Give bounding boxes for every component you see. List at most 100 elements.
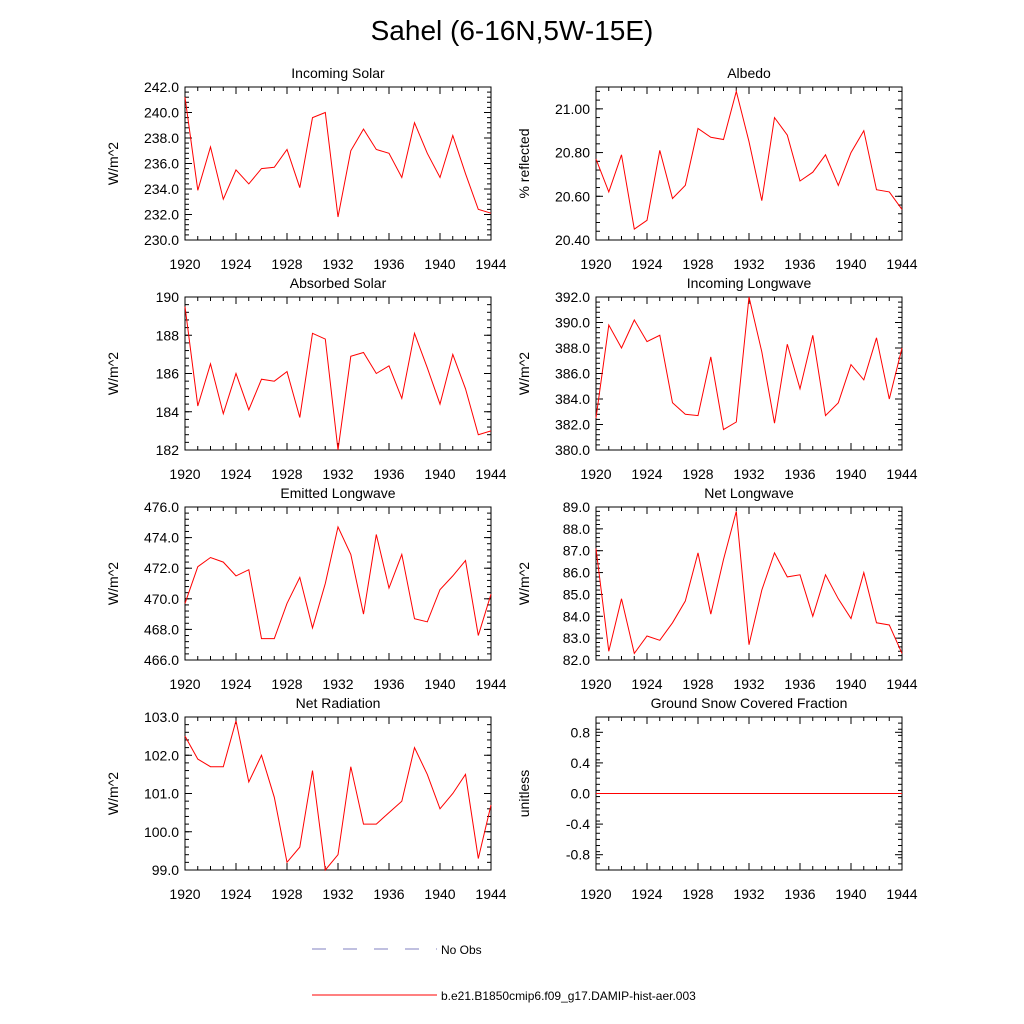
y-axis-label: W/m^2: [105, 352, 121, 395]
y-tick-label: 382.0: [555, 417, 590, 433]
x-tick-label: 1940: [424, 256, 455, 272]
x-tick-label: 1920: [169, 466, 200, 482]
y-axis-label: W/m^2: [105, 562, 121, 605]
x-tick-label: 1936: [784, 256, 815, 272]
y-tick-label: 384.0: [555, 391, 590, 407]
y-tick-label: 86.0: [563, 565, 590, 581]
plot-frame: [595, 86, 903, 241]
panel-grid: Incoming Solar W/m^2 1920 1924 1928 1932 1936 1…: [105, 65, 918, 902]
y-tick-label: 0.0: [571, 786, 591, 802]
x-tick-label: 1936: [373, 886, 404, 902]
y-tick-label: 392.0: [555, 289, 590, 305]
panel-title: Ground Snow Covered Fraction: [651, 695, 848, 711]
x-tick-label: 1932: [322, 886, 353, 902]
series-line: [184, 97, 492, 218]
panel-title: Incoming Longwave: [687, 275, 812, 291]
x-tick-label: 1944: [475, 676, 506, 692]
legend: No Obs b.e21.B1850cmip6.f09_g17.DAMIP-hi…: [312, 943, 696, 1003]
y-tick-label: 474.0: [144, 530, 179, 546]
y-tick-label: 190: [156, 289, 180, 305]
series-line: [184, 525, 492, 640]
x-tick-label: 1920: [580, 676, 611, 692]
panel-title: Emitted Longwave: [280, 485, 395, 501]
panel-title: Incoming Solar: [291, 65, 385, 81]
y-tick-label: 20.40: [555, 232, 590, 248]
y-tick-label: 234.0: [144, 181, 179, 197]
x-tick-label: 1924: [631, 256, 662, 272]
figure-title: Sahel (6-16N,5W-15E): [371, 15, 654, 46]
x-tick-label: 1920: [580, 256, 611, 272]
y-tick-label: 390.0: [555, 315, 590, 331]
y-tick-label: 84.0: [563, 608, 590, 624]
y-tick-label: 103.0: [144, 709, 179, 725]
x-tick-label: 1944: [886, 676, 917, 692]
x-tick-label: 1932: [322, 466, 353, 482]
x-tick-label: 1932: [733, 676, 764, 692]
plot-frame: [595, 296, 903, 451]
y-tick-label: 230.0: [144, 232, 179, 248]
x-tick-label: 1944: [475, 256, 506, 272]
y-tick-label: 468.0: [144, 621, 179, 637]
x-tick-label: 1936: [373, 466, 404, 482]
y-tick-label: 232.0: [144, 207, 179, 223]
x-tick-label: 1924: [220, 886, 251, 902]
x-tick-label: 1932: [733, 256, 764, 272]
x-tick-label: 1920: [169, 676, 200, 692]
y-tick-label: -0.4: [566, 816, 590, 832]
x-tick-label: 1920: [580, 886, 611, 902]
y-axis-label: W/m^2: [516, 352, 532, 395]
x-tick-label: 1940: [835, 886, 866, 902]
x-tick-label: 1924: [220, 466, 251, 482]
panel-7: Net Radiation W/m^2 1920 1924 1928 1932 1936 19…: [105, 695, 507, 902]
x-tick-label: 1928: [271, 676, 302, 692]
x-tick-label: 1944: [886, 466, 917, 482]
x-tick-label: 1928: [682, 256, 713, 272]
y-axis-label: % reflected: [516, 128, 532, 198]
series-line: [595, 511, 903, 655]
panel-title: Absorbed Solar: [290, 275, 387, 291]
y-tick-label: 182: [156, 442, 180, 458]
series-line: [184, 720, 492, 872]
panel-2: Albedo % reflected 1920 1924 1928 1932 1936 194…: [516, 65, 918, 272]
y-tick-label: 20.80: [555, 145, 590, 161]
panel-title: Net Longwave: [704, 485, 794, 501]
x-tick-label: 1920: [580, 466, 611, 482]
panel-4: Incoming Longwave W/m^2 1920 1924 1928 1932 19…: [516, 275, 918, 482]
y-tick-label: 89.0: [563, 499, 590, 515]
y-tick-label: 386.0: [555, 366, 590, 382]
x-tick-label: 1924: [631, 676, 662, 692]
x-tick-label: 1924: [220, 256, 251, 272]
x-tick-label: 1944: [886, 886, 917, 902]
y-tick-label: 476.0: [144, 499, 179, 515]
x-tick-label: 1936: [784, 466, 815, 482]
y-tick-label: 21.00: [555, 101, 590, 117]
x-tick-label: 1928: [682, 676, 713, 692]
x-tick-label: 1936: [784, 676, 815, 692]
x-tick-label: 1944: [886, 256, 917, 272]
y-tick-label: 242.0: [144, 79, 179, 95]
panel-title: Net Radiation: [296, 695, 381, 711]
x-tick-label: 1940: [424, 886, 455, 902]
panel-1: Incoming Solar W/m^2 1920 1924 1928 1932 1936 1…: [105, 65, 507, 272]
x-tick-label: 1924: [631, 466, 662, 482]
legend-model-label: b.e21.B1850cmip6.f09_g17.DAMIP-hist-aer.…: [441, 989, 696, 1003]
panel-3: Absorbed Solar W/m^2 1920 1924 1928 1932 1936 1…: [105, 275, 507, 482]
series-line: [595, 89, 903, 230]
y-tick-label: 99.0: [152, 862, 179, 878]
y-tick-label: 188: [156, 327, 180, 343]
legend-obs-label: No Obs: [441, 943, 482, 957]
x-tick-label: 1944: [475, 466, 506, 482]
y-tick-label: 101.0: [144, 786, 179, 802]
y-tick-label: 472.0: [144, 560, 179, 576]
x-tick-label: 1928: [271, 886, 302, 902]
x-tick-label: 1928: [682, 466, 713, 482]
y-tick-label: 83.0: [563, 630, 590, 646]
series-line: [595, 296, 903, 431]
x-tick-label: 1936: [784, 886, 815, 902]
x-tick-label: 1940: [835, 256, 866, 272]
y-tick-label: 380.0: [555, 442, 590, 458]
y-tick-label: 100.0: [144, 824, 179, 840]
y-axis-label: unitless: [516, 770, 532, 817]
x-tick-label: 1928: [271, 256, 302, 272]
